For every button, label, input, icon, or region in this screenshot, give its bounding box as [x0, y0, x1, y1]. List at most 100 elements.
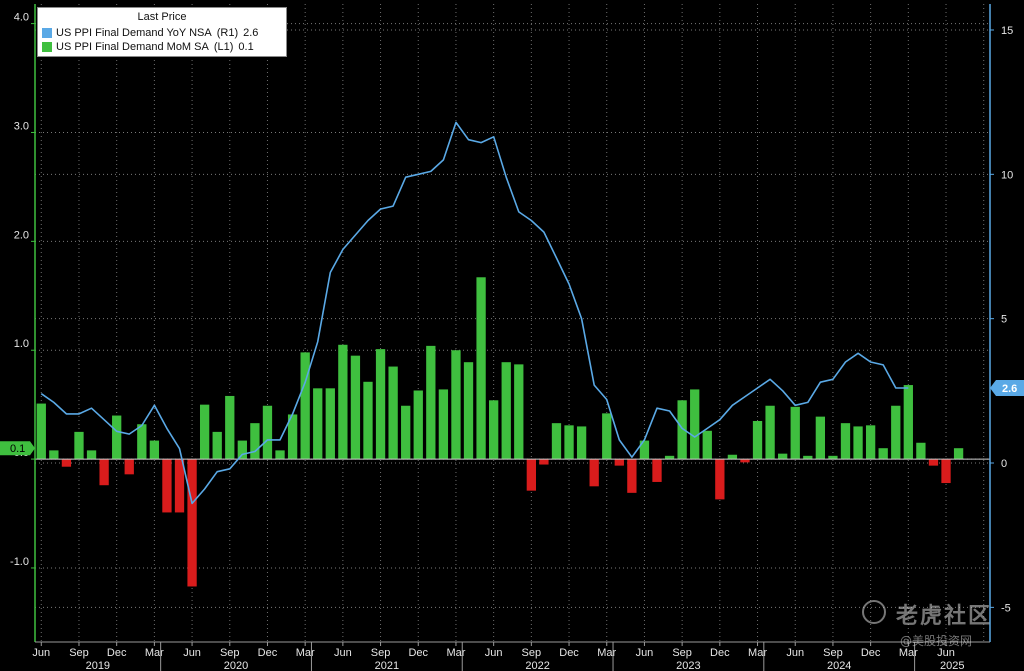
bar-mom-45 [602, 413, 612, 460]
x-tick-label-0: Jun [32, 647, 50, 659]
x-tick-label-24: Jun [937, 647, 955, 659]
x-tick-label-8: Jun [334, 647, 352, 659]
year-label-2: 2021 [375, 660, 399, 671]
bar-mom-39 [526, 459, 536, 491]
bar-mom-17 [250, 423, 260, 460]
bar-mom-16 [237, 440, 247, 460]
x-tick-label-4: Jun [183, 647, 201, 659]
bar-mom-9 [149, 440, 160, 460]
x-tick-label-23: Mar [899, 647, 918, 659]
x-tick-label-5: Sep [220, 647, 240, 659]
bar-mom-11 [174, 459, 185, 513]
left-tick-label-2: 1.0 [14, 338, 29, 350]
bar-mom-10 [162, 459, 172, 513]
left-tick-label-0: -1.0 [10, 556, 29, 568]
bar-mom-18 [262, 405, 273, 460]
x-tick-label-9: Sep [371, 647, 391, 659]
bar-mom-4 [86, 450, 97, 460]
bar-mom-6 [112, 415, 122, 460]
legend-axis-mom: (L1) [213, 41, 234, 53]
bar-mom-40 [539, 459, 549, 465]
last-value-badge-yoy [990, 379, 1024, 396]
bar-mom-15 [225, 395, 235, 460]
x-tick-label-21: Sep [823, 647, 843, 659]
legend-name-yoy: US PPI Final Demand YoY NSA [56, 27, 212, 39]
year-label-1: 2020 [224, 660, 248, 671]
bar-mom-25 [350, 355, 361, 460]
year-label-3: 2022 [525, 660, 549, 671]
bar-mom-2 [61, 459, 72, 467]
bar-mom-1 [49, 450, 59, 460]
bar-mom-46 [614, 459, 624, 466]
legend-title: Last Price [137, 11, 187, 23]
x-tick-label-6: Dec [258, 647, 278, 659]
bar-mom-7 [124, 459, 134, 475]
left-tick-label-3: 2.0 [14, 229, 29, 241]
watermark: 老虎社区 @美股投资网 [860, 596, 1010, 656]
watermark-logo-icon [862, 600, 886, 624]
watermark-subtext: @美股投资网 [900, 634, 973, 648]
bar-mom-19 [275, 450, 285, 460]
bar-mom-47 [627, 459, 637, 493]
bar-mom-21 [300, 352, 310, 460]
x-tick-label-2: Dec [107, 647, 127, 659]
last-value-label-yoy: 2.6 [1002, 383, 1017, 395]
bar-mom-28 [388, 366, 398, 460]
left-tick-label-4: 3.0 [14, 120, 29, 132]
bar-mom-52 [690, 389, 700, 460]
x-tick-label-12: Jun [485, 647, 503, 659]
x-tick-label-1: Sep [69, 647, 89, 659]
bar-mom-53 [702, 430, 712, 460]
legend-value-yoy: 2.6 [243, 27, 259, 39]
bar-mom-37 [501, 362, 511, 460]
bar-mom-50 [664, 455, 675, 460]
bar-mom-66 [865, 425, 876, 460]
legend-entry-yoy: US PPI Final Demand YoY NSA (R1) 2.6 [42, 26, 258, 40]
bar-mom-32 [438, 389, 449, 460]
bar-mom-60 [790, 406, 800, 460]
bar-mom-38 [514, 364, 524, 460]
bar-mom-24 [338, 344, 348, 460]
bar-mom-36 [489, 400, 499, 460]
bar-mom-56 [740, 459, 750, 463]
chart-legend: Last Price US PPI Final Demand YoY NSA (… [37, 7, 287, 57]
bar-mom-67 [878, 448, 888, 460]
bar-mom-70 [916, 442, 926, 460]
legend-value-mom: 0.1 [238, 41, 254, 53]
bar-mom-64 [840, 423, 851, 460]
x-tick-label-3: Mar [145, 647, 164, 659]
bar-mom-35 [476, 277, 486, 460]
bar-mom-65 [853, 426, 863, 460]
bar-mom-62 [815, 416, 826, 460]
x-tick-label-17: Sep [672, 647, 692, 659]
bar-mom-44 [589, 459, 599, 487]
bar-mom-48 [639, 440, 650, 460]
bar-mom-69 [903, 385, 913, 460]
right-tick-label-1: 0 [1001, 458, 1007, 470]
bar-mom-27 [375, 349, 386, 460]
bar-mom-61 [803, 455, 813, 460]
x-tick-label-15: Mar [597, 647, 616, 659]
bar-mom-49 [652, 459, 662, 482]
bar-mom-23 [325, 388, 335, 460]
bar-mom-73 [953, 448, 964, 460]
bar-mom-22 [313, 388, 323, 460]
bar-mom-59 [778, 453, 788, 460]
bar-mom-3 [74, 431, 84, 460]
bar-mom-0 [36, 403, 46, 460]
watermark-text: 老虎社区 [896, 604, 993, 629]
bar-mom-63 [828, 455, 838, 460]
x-tick-label-14: Dec [559, 647, 579, 659]
bar-mom-5 [99, 459, 109, 486]
x-tick-label-19: Mar [748, 647, 767, 659]
bar-mom-12 [187, 459, 197, 587]
x-tick-label-20: Jun [786, 647, 804, 659]
legend-entry-mom: US PPI Final Demand MoM SA (L1) 0.1 [42, 40, 254, 54]
bar-mom-72 [941, 459, 951, 484]
year-label-6: 2025 [940, 660, 964, 671]
legend-swatch-yoy [42, 28, 52, 38]
x-tick-label-10: Dec [408, 647, 428, 659]
x-tick-label-16: Jun [636, 647, 654, 659]
